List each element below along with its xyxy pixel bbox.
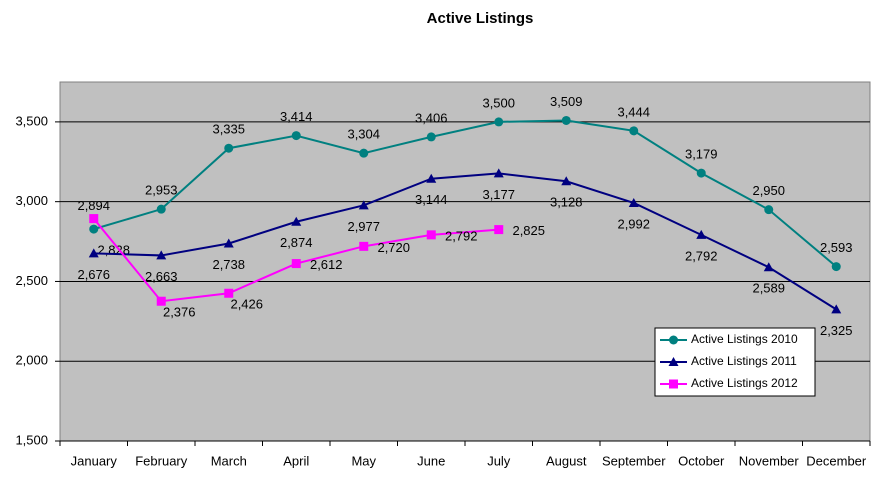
data-label: 2,874	[280, 235, 313, 250]
marker	[696, 168, 706, 178]
marker	[223, 238, 234, 248]
legend-entry: Active Listings 2011	[691, 354, 797, 368]
legend: Active Listings 2010 Active Listings 2011…	[654, 327, 816, 397]
data-label: 2,894	[77, 198, 110, 213]
data-label: 2,738	[212, 257, 245, 272]
marker	[831, 304, 842, 314]
marker	[426, 132, 436, 142]
marker	[561, 115, 571, 125]
marker	[696, 229, 707, 239]
y-tick-label: 3,500	[15, 113, 48, 128]
marker	[494, 117, 504, 127]
marker	[669, 379, 678, 389]
marker	[291, 216, 302, 226]
marker	[88, 248, 99, 258]
marker	[291, 131, 301, 141]
data-label: 2,589	[752, 281, 785, 296]
x-tick-label: February	[135, 453, 188, 468]
data-label: 3,406	[415, 110, 448, 125]
x-tick-label: September	[602, 453, 666, 468]
data-label: 2,612	[310, 257, 343, 272]
marker	[494, 225, 504, 235]
y-tick-label: 3,000	[15, 193, 48, 208]
marker	[156, 250, 167, 260]
y-tick-label: 1,500	[15, 432, 48, 447]
x-tick-label: November	[739, 453, 800, 468]
data-label: 2,825	[512, 223, 545, 238]
marker	[493, 168, 504, 178]
data-label: 2,992	[617, 216, 650, 231]
data-label: 2,953	[145, 183, 178, 198]
marker	[669, 335, 678, 345]
series-line	[93, 119, 837, 268]
marker	[89, 214, 99, 224]
marker	[156, 204, 166, 214]
data-label: 2,676	[77, 267, 110, 282]
marker	[291, 259, 301, 269]
data-label: 2,325	[820, 323, 853, 338]
x-tick-label: April	[283, 453, 309, 468]
data-label: 3,509	[550, 94, 583, 109]
data-label: 2,593	[820, 240, 853, 255]
marker	[668, 357, 679, 366]
marker	[561, 176, 572, 186]
data-label: 2,426	[230, 297, 263, 312]
series-line	[93, 172, 837, 311]
data-label: 2,792	[445, 228, 478, 243]
marker	[358, 200, 369, 210]
data-label: 3,304	[347, 127, 380, 142]
data-label: 2,977	[347, 219, 380, 234]
marker	[426, 230, 436, 240]
marker	[763, 262, 774, 272]
marker	[359, 241, 369, 251]
legend-entry: Active Listings 2010	[691, 332, 798, 346]
data-label: 3,128	[550, 195, 583, 210]
data-label: 2,720	[377, 240, 410, 255]
data-label: 3,335	[212, 122, 245, 137]
data-label: 3,144	[415, 192, 448, 207]
y-tick-label: 2,000	[15, 353, 48, 368]
marker	[89, 224, 99, 234]
marker	[629, 126, 639, 136]
x-tick-label: March	[211, 453, 247, 468]
data-label: 2,792	[685, 248, 718, 263]
data-label: 3,500	[482, 95, 515, 110]
data-label: 3,444	[617, 104, 650, 119]
data-label: 3,179	[685, 147, 718, 162]
marker	[359, 148, 369, 158]
x-tick-label: July	[487, 453, 511, 468]
x-tick-label: June	[417, 453, 445, 468]
marker	[224, 288, 234, 298]
x-tick-label: January	[71, 453, 118, 468]
x-tick-label: August	[546, 453, 587, 468]
y-tick-label: 2,500	[15, 273, 48, 288]
data-label: 3,414	[280, 109, 313, 124]
marker	[628, 197, 639, 207]
marker	[156, 296, 166, 306]
data-label: 2,663	[145, 269, 178, 284]
data-label: 2,376	[163, 305, 196, 320]
data-label: 3,177	[482, 187, 515, 202]
marker	[224, 143, 234, 153]
data-label: 2,950	[752, 183, 785, 198]
chart-title: Active Listings	[427, 10, 534, 27]
x-tick-label: December	[806, 453, 867, 468]
marker	[426, 173, 437, 183]
x-tick-label: October	[678, 453, 725, 468]
marker	[764, 205, 774, 215]
x-tick-label: May	[351, 453, 376, 468]
marker	[831, 262, 841, 272]
legend-entry: Active Listings 2012	[691, 376, 798, 390]
